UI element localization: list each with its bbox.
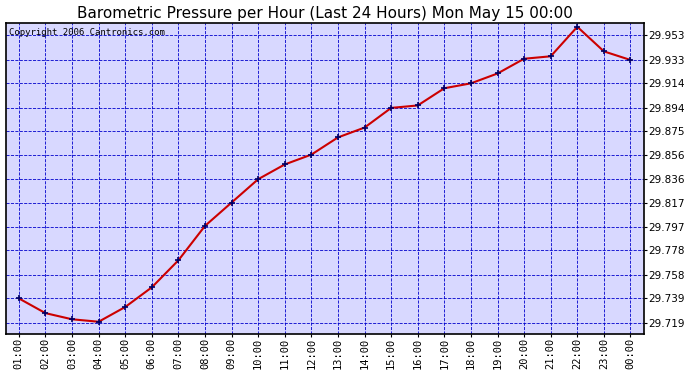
Text: Copyright 2006 Cantronics.com: Copyright 2006 Cantronics.com bbox=[9, 28, 165, 37]
Title: Barometric Pressure per Hour (Last 24 Hours) Mon May 15 00:00: Barometric Pressure per Hour (Last 24 Ho… bbox=[77, 6, 573, 21]
